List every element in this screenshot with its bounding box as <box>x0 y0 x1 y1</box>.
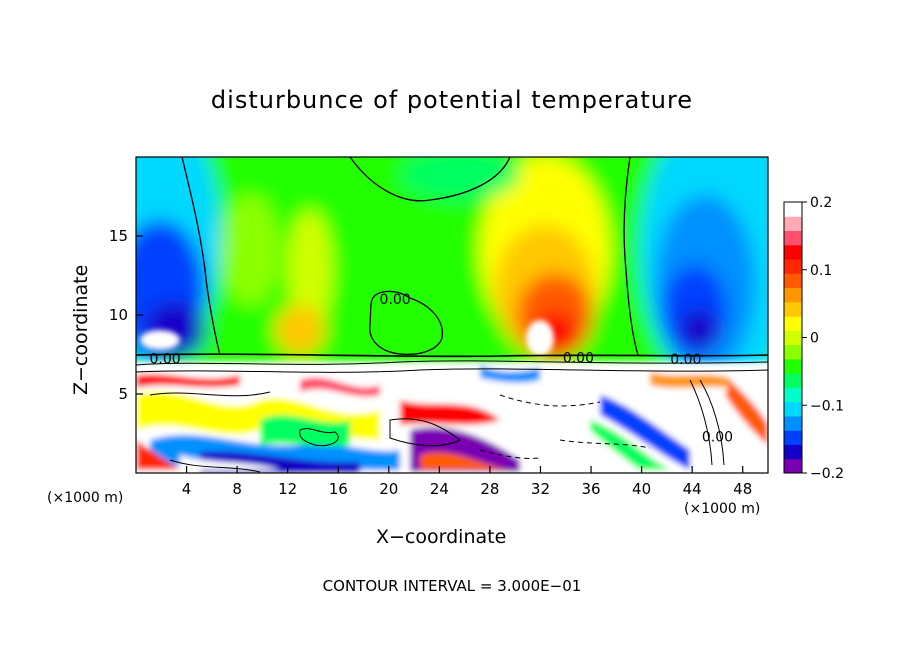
colorbar-tick-label-4: −0.2 <box>810 466 844 482</box>
x-tick-label-2: 12 <box>278 480 297 498</box>
y-axis-label: Z−coordinate <box>70 264 92 395</box>
x-tick-label-5: 24 <box>430 480 449 498</box>
contour-label-0: 0.00 <box>380 292 411 308</box>
colorbar-swatch-16 <box>784 230 802 246</box>
contour-labels: 0.00 0.00 0.00 0.00 0.00 <box>149 292 733 445</box>
upper-field <box>136 157 768 390</box>
colorbar-swatch-4 <box>784 401 802 417</box>
contour-label-1: 0.00 <box>149 351 180 367</box>
contour-label-4: 0.00 <box>702 430 733 446</box>
colorbar-tick-label-0: 0.2 <box>810 195 832 211</box>
contour-label-2: 0.00 <box>563 351 594 367</box>
x-tick-label-3: 16 <box>329 480 348 498</box>
colorbar-swatch-0 <box>784 458 802 474</box>
colorbar-swatch-12 <box>784 287 802 303</box>
colorbar-swatch-14 <box>784 259 802 274</box>
x-tick-label-4: 20 <box>379 480 398 498</box>
x-tick-label-9: 40 <box>632 480 651 498</box>
colorbar-swatch-7 <box>784 358 802 374</box>
contour-lines <box>136 157 768 473</box>
x-tick-label-6: 28 <box>480 480 499 498</box>
colorbar: 0.2 0.1 0 −0.1 −0.2 <box>783 195 844 482</box>
contour-interval-note: CONTOUR INTERVAL = 3.000E−01 <box>322 577 582 595</box>
x-tick-label-7: 32 <box>531 480 550 498</box>
colorbar-swatch-9 <box>784 330 802 346</box>
contour-label-3: 0.00 <box>670 352 701 368</box>
x-tick-label-8: 36 <box>581 480 600 498</box>
x-tick-label-0: 4 <box>182 480 192 498</box>
colorbar-tick-label-2: 0 <box>810 331 819 347</box>
plot-area: 0.00 0.00 0.00 0.00 0.00 <box>136 157 768 473</box>
x-axis: 4 8 12 16 20 24 28 32 36 40 44 48 <box>182 466 752 498</box>
y-tick-label-1: 10 <box>109 306 128 324</box>
y-tick-label-2: 15 <box>109 227 128 245</box>
colorbar-tick-label-3: −0.1 <box>810 398 844 414</box>
colorbar-swatch-13 <box>784 273 802 289</box>
x-unit-label-right: (×1000 m) <box>684 501 761 517</box>
colorbar-swatch-8 <box>784 344 802 360</box>
x-tick-label-10: 44 <box>683 480 702 498</box>
x-tick-label-1: 8 <box>232 480 242 498</box>
colorbar-tick-label-1: 0.1 <box>810 263 832 279</box>
colorbar-swatch-5 <box>784 387 802 403</box>
chart-title: disturbunce of potential temperature <box>210 86 694 114</box>
colorbar-swatch-2 <box>784 430 802 445</box>
colorbar-swatch-11 <box>784 301 802 317</box>
x-axis-label: X−coordinate <box>376 526 507 548</box>
x-tick-label-11: 48 <box>733 480 752 498</box>
colorbar-swatch-6 <box>784 373 802 388</box>
y-axis: 5 10 15 <box>109 227 143 403</box>
y-tick-label-0: 5 <box>118 385 128 403</box>
colorbar-swatch-18 <box>784 202 802 217</box>
colorbar-swatch-1 <box>784 444 802 460</box>
colorbar-swatch-3 <box>784 415 802 431</box>
lower-field <box>136 362 768 473</box>
colorbar-swatch-17 <box>784 216 802 232</box>
colorbar-swatch-15 <box>784 244 802 260</box>
colorbar-swatch-10 <box>784 316 802 331</box>
x-unit-label-left: (×1000 m) <box>47 490 124 506</box>
